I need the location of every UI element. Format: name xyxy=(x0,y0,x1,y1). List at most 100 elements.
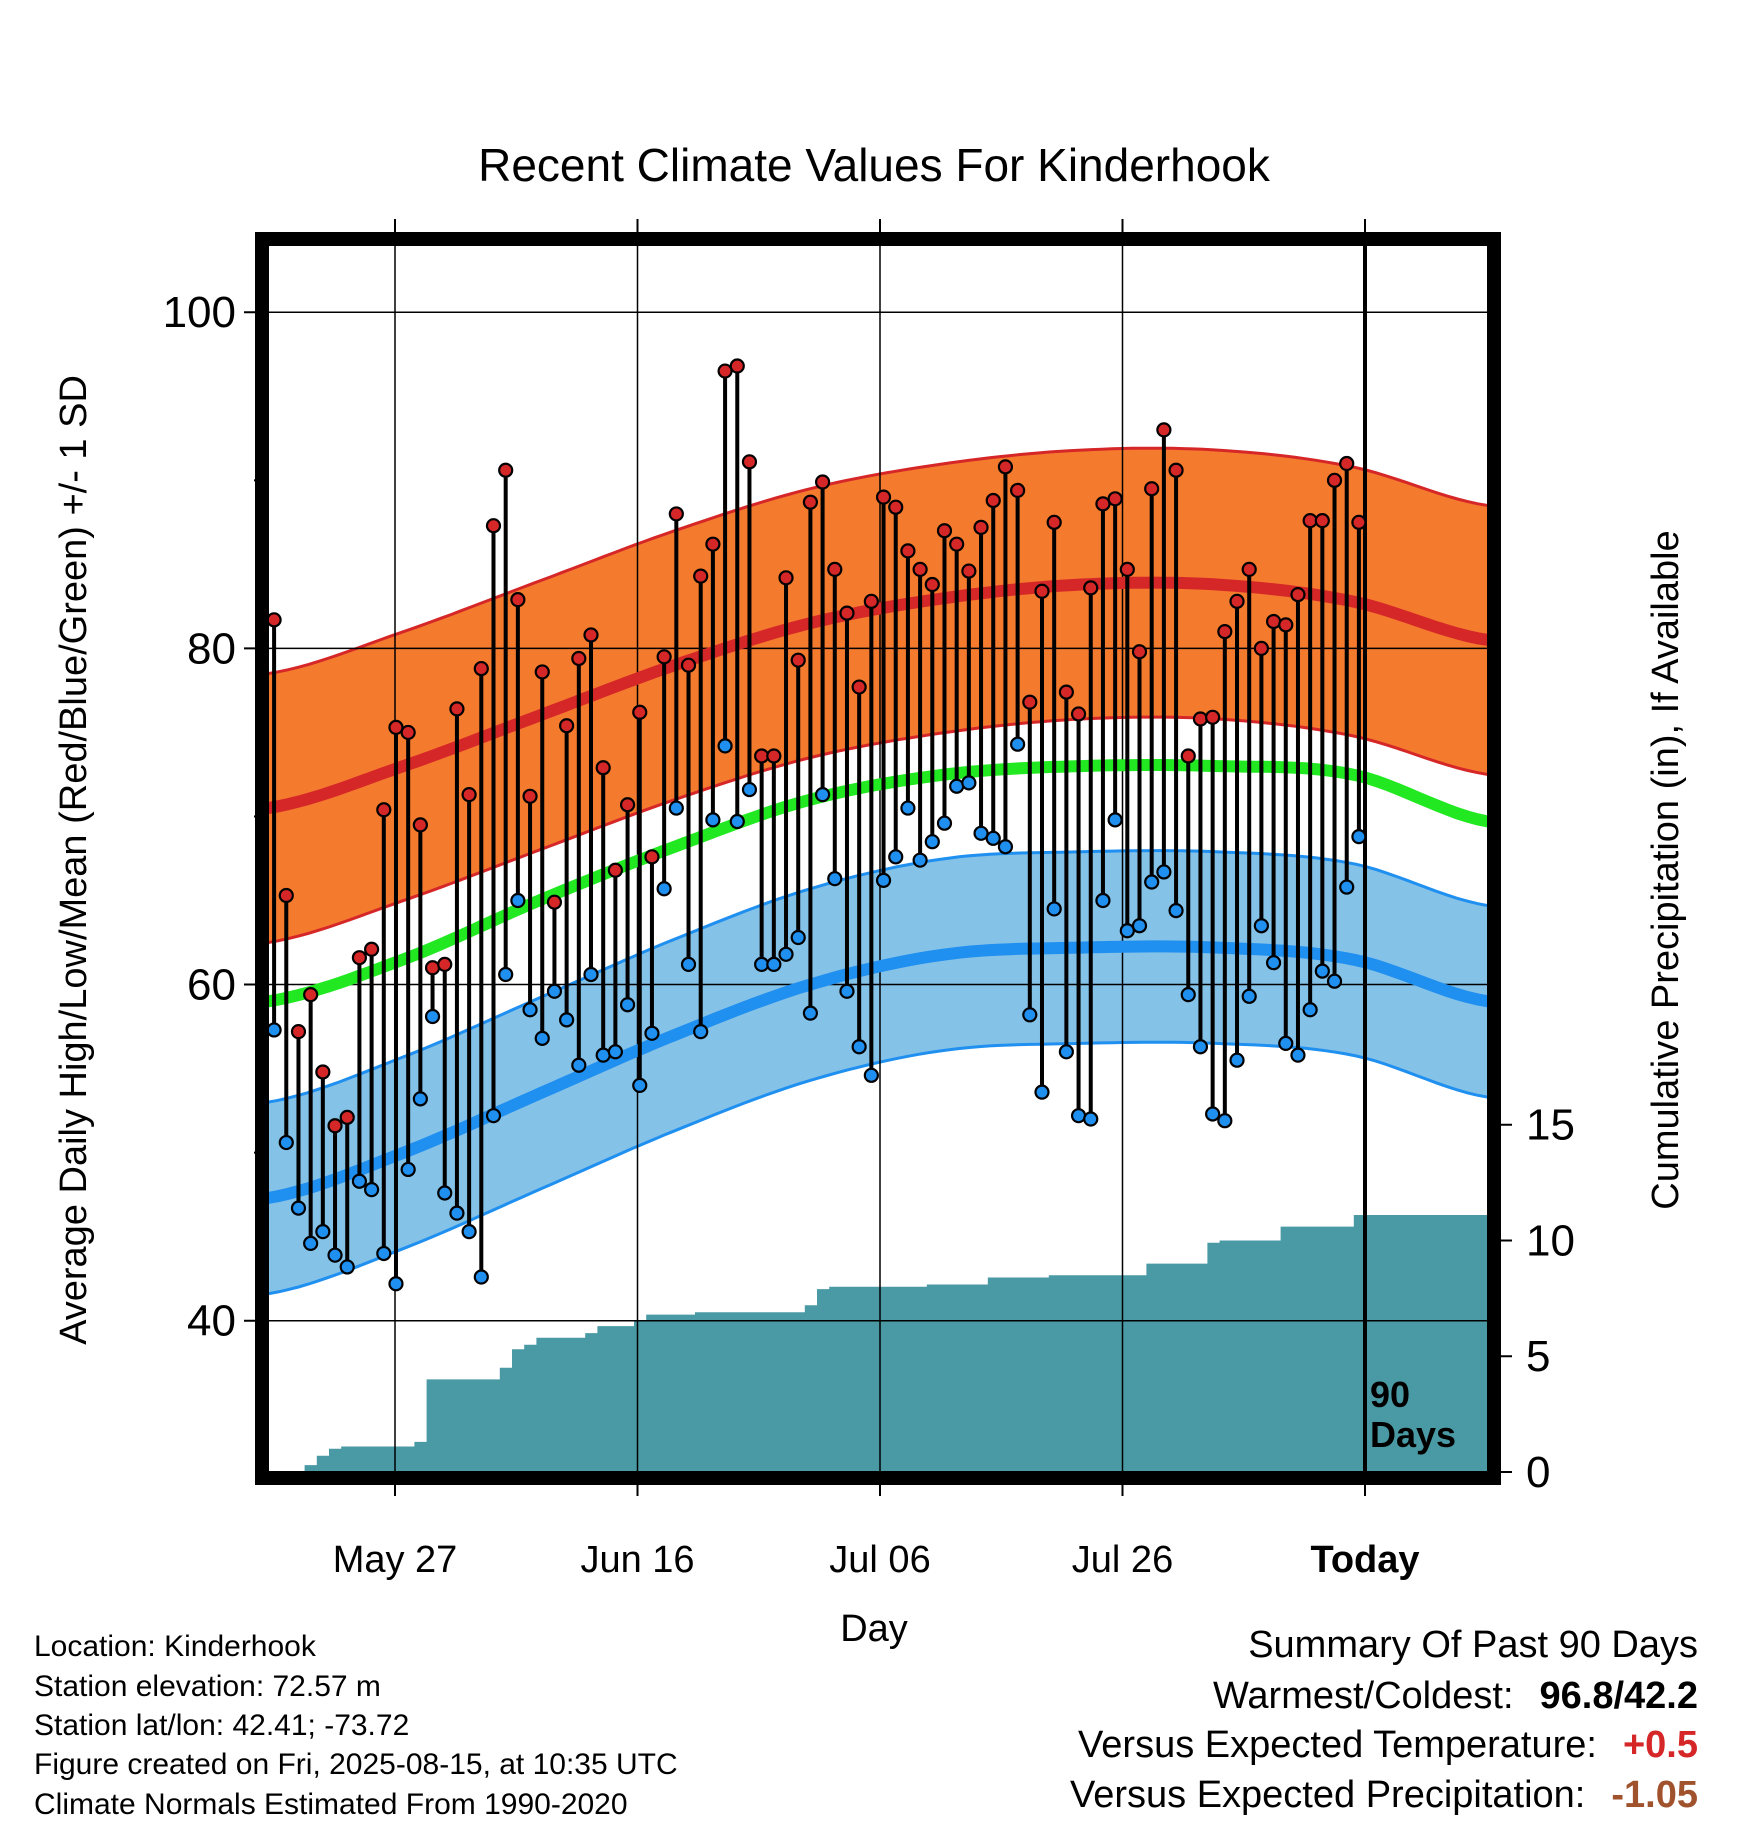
daily-low-point xyxy=(339,1259,355,1275)
daily-low-point xyxy=(1290,1047,1306,1063)
daily-low-point xyxy=(1119,923,1135,939)
daily-high-point xyxy=(339,1109,355,1125)
daily-low-point xyxy=(449,1205,465,1221)
daily-high-point xyxy=(595,760,611,776)
daily-high-point xyxy=(546,894,563,910)
y2-tick-label-15: 15 xyxy=(1526,1101,1575,1150)
daily-high-point xyxy=(1070,706,1087,722)
daily-high-point xyxy=(1107,491,1123,507)
daily-high-point xyxy=(461,787,477,803)
today-line: 90 Days xyxy=(1363,241,1456,1472)
daily-low-point xyxy=(949,778,965,794)
daily-low-point xyxy=(1217,1113,1233,1129)
daily-low-point xyxy=(1229,1052,1245,1068)
y2-tick-label-10: 10 xyxy=(1526,1216,1575,1265)
daily-low-point xyxy=(863,1067,879,1083)
daily-low-point xyxy=(546,983,563,999)
daily-high-point xyxy=(1217,623,1233,640)
x-tick-label-0: May 27 xyxy=(333,1539,458,1581)
precipitation-area xyxy=(268,1215,1488,1472)
daily-high-point xyxy=(839,605,855,621)
daily-low-point xyxy=(741,781,758,798)
daily-high-point xyxy=(644,849,660,865)
daily-high-point xyxy=(1144,481,1160,497)
daily-high-point xyxy=(437,956,453,972)
daily-high-point xyxy=(985,492,1001,509)
daily-high-point xyxy=(485,518,502,534)
daily-high-point xyxy=(1265,613,1282,630)
daily-high-point xyxy=(1290,587,1306,603)
daily-low-point xyxy=(912,852,928,868)
summary-precip-label: Versus Expected Precipitation: xyxy=(1069,1774,1586,1816)
daily-low-point xyxy=(1302,1002,1318,1018)
daily-high-point xyxy=(754,748,770,764)
daily-high-point xyxy=(559,718,575,734)
today-window-label-line: Days xyxy=(1370,1414,1456,1455)
daily-low-point xyxy=(668,800,684,816)
daily-high-point xyxy=(510,592,526,608)
daily-high-point xyxy=(790,652,806,668)
daily-high-point xyxy=(278,887,294,904)
daily-high-point xyxy=(1046,514,1062,530)
x-tick-label-2: Jul 06 xyxy=(829,1539,930,1581)
daily-low-point xyxy=(1070,1108,1087,1124)
daily-low-point xyxy=(1022,1007,1038,1023)
daily-high-point xyxy=(888,499,904,515)
daily-observations xyxy=(266,358,1367,1292)
daily-low-point xyxy=(461,1224,477,1240)
daily-high-point xyxy=(729,358,745,374)
daily-low-point xyxy=(729,813,745,830)
daily-high-point xyxy=(668,506,684,522)
daily-high-point xyxy=(997,459,1014,475)
daily-high-point xyxy=(376,802,392,818)
daily-high-point xyxy=(571,650,587,667)
daily-high-point xyxy=(327,1118,343,1134)
daily-low-point xyxy=(1180,987,1196,1003)
daily-high-point xyxy=(412,817,428,833)
x-tick-label-4: Today xyxy=(1310,1539,1419,1581)
daily-high-point xyxy=(949,536,965,552)
daily-high-point xyxy=(1119,561,1135,577)
daily-low-point xyxy=(1265,955,1282,971)
daily-low-point xyxy=(437,1185,453,1201)
info-normals: Climate Normals Estimated From 1990-2020 xyxy=(34,1788,628,1821)
daily-low-point xyxy=(388,1276,404,1292)
summary-title: Summary Of Past 90 Days xyxy=(1248,1624,1698,1666)
daily-high-point xyxy=(400,724,416,741)
precip-area-fill xyxy=(268,1215,1488,1472)
daily-high-point xyxy=(766,748,782,764)
daily-low-point xyxy=(680,956,697,972)
high-sd-band xyxy=(268,448,1488,943)
daily-low-point xyxy=(1253,918,1269,934)
info-location: Location: Kinderhook xyxy=(34,1630,316,1663)
daily-high-point xyxy=(1022,694,1038,710)
daily-high-point xyxy=(1058,684,1074,700)
daily-low-point xyxy=(1156,864,1172,880)
daily-low-point xyxy=(1034,1084,1050,1100)
normal-high-line xyxy=(268,576,1488,815)
daily-high-point xyxy=(388,719,404,735)
daily-low-point xyxy=(412,1091,428,1107)
daily-high-point xyxy=(1131,644,1148,660)
today-window-label-line: 90 xyxy=(1370,1374,1410,1415)
daily-high-point xyxy=(290,1024,307,1040)
daily-high-point xyxy=(619,797,636,813)
daily-low-point xyxy=(827,871,843,887)
daily-low-point xyxy=(802,1005,819,1021)
daily-high-point xyxy=(656,649,672,665)
info-latlon: Station lat/lon: 42.41; -73.72 xyxy=(34,1709,410,1742)
daily-high-point xyxy=(1095,496,1111,512)
daily-low-point xyxy=(961,775,977,791)
daily-high-point xyxy=(364,941,380,957)
daily-low-point xyxy=(656,881,672,897)
daily-low-point xyxy=(924,834,940,850)
plot-frame xyxy=(255,232,1501,1485)
daily-high-point xyxy=(851,679,867,695)
summary-warm-cold-label: Warmest/Coldest: xyxy=(1212,1675,1514,1717)
y2-axis-label: Cumulative Precipitation (in), If Availa… xyxy=(1645,530,1687,1209)
daily-low-point xyxy=(693,1024,709,1040)
info-created: Figure created on Fri, 2025-08-15, at 10… xyxy=(34,1748,678,1781)
daily-low-point xyxy=(814,787,831,803)
daily-high-point xyxy=(1326,472,1343,488)
